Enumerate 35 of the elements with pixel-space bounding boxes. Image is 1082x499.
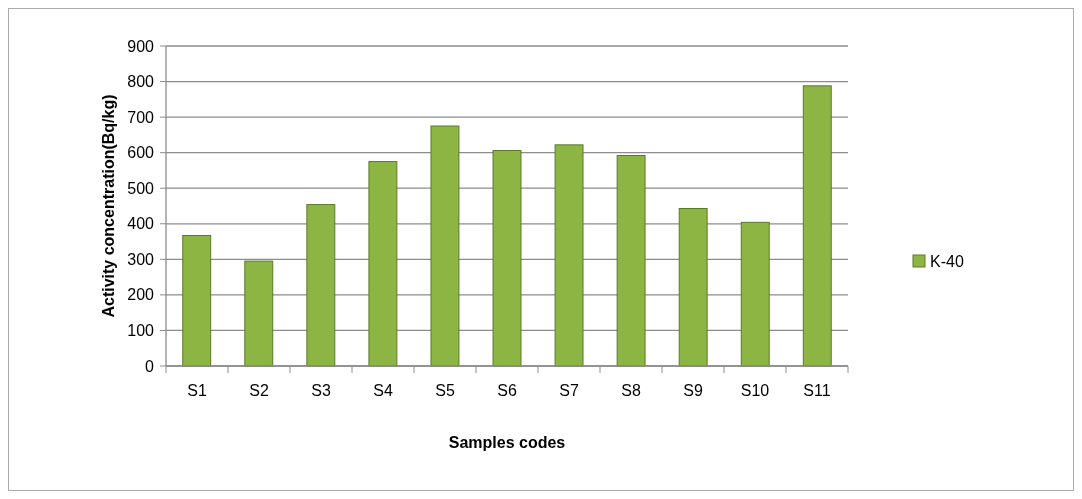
y-tick-label: 100 [127,322,155,340]
bar [306,204,336,367]
y-tick-label: 900 [127,37,155,55]
x-tick-label: S9 [683,382,703,399]
bar [492,150,522,367]
y-tick-label: 200 [127,286,155,304]
bar [244,260,274,367]
bar [616,155,646,367]
y-tick-label: 600 [127,144,155,162]
x-tick-label: S2 [249,382,269,399]
y-tick-label: 400 [127,215,155,233]
y-axis-title: Activity concentration(Bq/kg) [100,94,117,318]
legend-label: K-40 [930,252,964,270]
bar [368,161,398,367]
x-tick-label: S7 [559,382,579,399]
x-tick-label: S8 [621,382,641,399]
x-tick-label: S1 [187,382,207,399]
y-tick-label: 500 [127,179,155,197]
x-tick-label: S11 [803,382,831,399]
x-tick-label: S3 [311,382,331,399]
y-tick-label: 300 [127,250,155,268]
bar [740,221,770,367]
x-tick-label: S5 [435,382,455,399]
x-tick-label: S4 [373,382,393,399]
x-tick-label: S6 [497,382,517,399]
x-tick-label: S10 [740,382,770,399]
y-tick-label: 0 [145,357,155,375]
bar [554,144,584,367]
y-tick-label: 700 [127,108,155,126]
bar [678,207,708,367]
x-axis-title: Samples codes [448,434,566,451]
bar [182,235,212,367]
y-tick-label: 800 [127,73,155,91]
bar [430,125,460,367]
bar [802,85,832,367]
